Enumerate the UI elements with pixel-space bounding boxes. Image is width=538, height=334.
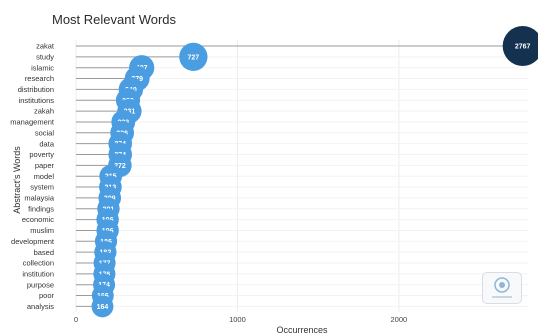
x-tick-labels: 0 1000 2000 — [74, 315, 407, 324]
y-tick-label: institution — [22, 269, 54, 278]
logo-icon — [492, 277, 512, 298]
markers: 2767727407379340322331293286274274272215… — [91, 26, 538, 318]
y-tick-label: distribution — [18, 85, 54, 94]
y-tick-label: malaysia — [24, 194, 54, 203]
y-tick-label: study — [36, 52, 54, 61]
y-tick-label: zakah — [34, 107, 54, 116]
y-tick-label: analysis — [27, 302, 54, 311]
y-tick-label: poor — [39, 291, 55, 300]
lollipop-marker — [502, 26, 538, 66]
data-label: 164 — [97, 304, 109, 311]
y-tick-label: islamic — [31, 63, 54, 72]
x-tick-label: 2000 — [391, 315, 408, 324]
y-tick-label: purpose — [27, 280, 54, 289]
y-tick-label: zakat — [36, 42, 55, 51]
data-label: 272 — [114, 163, 126, 170]
watermark-logo — [482, 272, 522, 304]
y-tick-label: data — [39, 139, 54, 148]
x-tick-label: 1000 — [229, 315, 246, 324]
y-axis-label: Abstract's Words — [12, 146, 22, 214]
y-tick-label: collection — [23, 259, 54, 268]
x-tick-label: 0 — [74, 315, 78, 324]
y-tick-label: social — [35, 128, 55, 137]
y-tick-label: based — [34, 248, 54, 257]
y-tick-label: muslim — [30, 226, 54, 235]
y-tick-label: system — [30, 183, 54, 192]
data-label: 727 — [188, 54, 200, 61]
lollipop-marker — [179, 42, 208, 72]
y-tick-label: institutions — [19, 96, 55, 105]
y-tick-label: poverty — [29, 150, 54, 159]
data-label: 2767 — [515, 44, 531, 51]
y-tick-label: paper — [35, 161, 55, 170]
y-tick-label: research — [25, 74, 54, 83]
y-tick-label: management — [10, 118, 55, 127]
x-axis-label: Occurrences — [276, 325, 328, 334]
y-tick-label: economic — [22, 215, 54, 224]
chart-title: Most Relevant Words — [52, 12, 177, 27]
y-tick-label: development — [11, 237, 55, 246]
y-tick-label: model — [34, 172, 55, 181]
lollipop-marker — [91, 295, 114, 318]
y-tick-label: findings — [28, 204, 54, 213]
